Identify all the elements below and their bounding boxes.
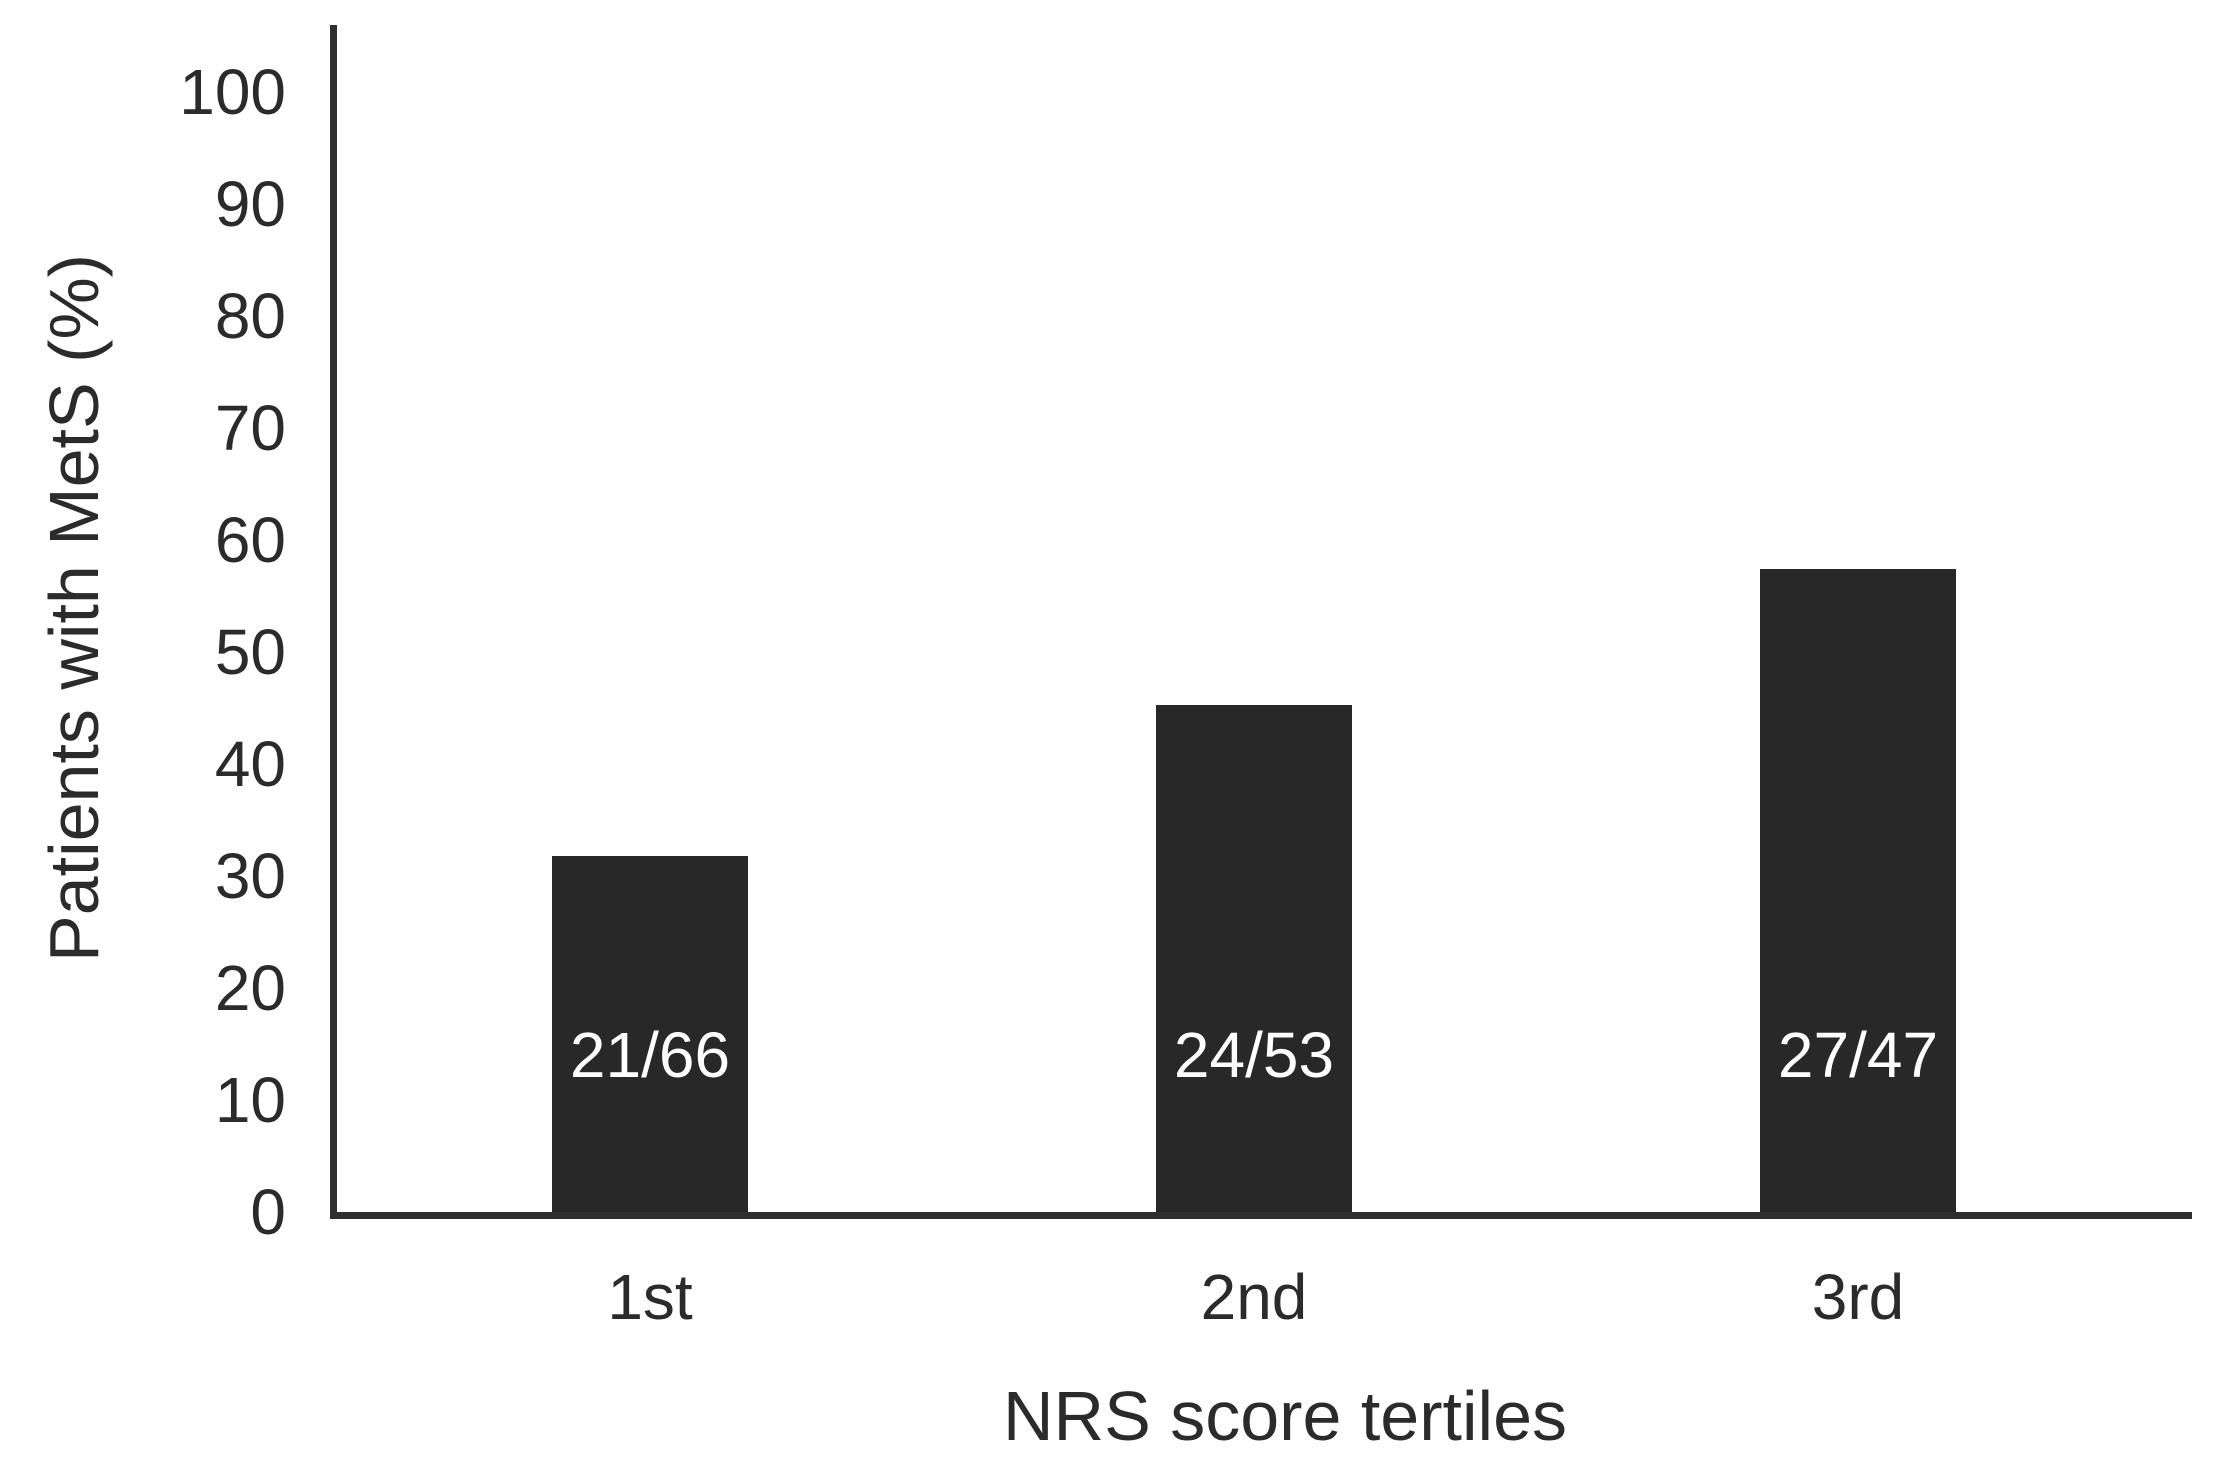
x-tick-label: 1st [607, 1261, 693, 1333]
y-tick-label: 50 [214, 616, 286, 688]
x-axis-line [330, 1212, 2192, 1219]
bar-value-label: 27/47 [1777, 1019, 1939, 1091]
y-tick-label: 60 [214, 504, 286, 576]
y-tick-label: 10 [214, 1064, 286, 1136]
y-tick-label: 40 [214, 728, 286, 800]
y-tick-label: 30 [214, 840, 286, 912]
x-tick-label: 2nd [1200, 1261, 1308, 1333]
y-tick-label: 80 [214, 280, 286, 352]
y-tick-label: 100 [179, 56, 286, 128]
bar: 27/47 [1760, 569, 1956, 1212]
y-tick-label: 70 [214, 392, 286, 464]
bar: 21/66 [552, 856, 748, 1212]
bar-value-label: 21/66 [569, 1019, 731, 1091]
y-tick-label: 0 [250, 1176, 286, 1248]
bar-value-label: 24/53 [1173, 1019, 1335, 1091]
x-tick-label: 3rd [1811, 1261, 1905, 1333]
y-tick-label: 20 [214, 952, 286, 1024]
y-tick-label: 90 [214, 168, 286, 240]
bar: 24/53 [1156, 705, 1352, 1212]
y-axis-line [330, 25, 337, 1219]
x-axis-title: NRS score tertiles [1002, 1377, 1568, 1455]
